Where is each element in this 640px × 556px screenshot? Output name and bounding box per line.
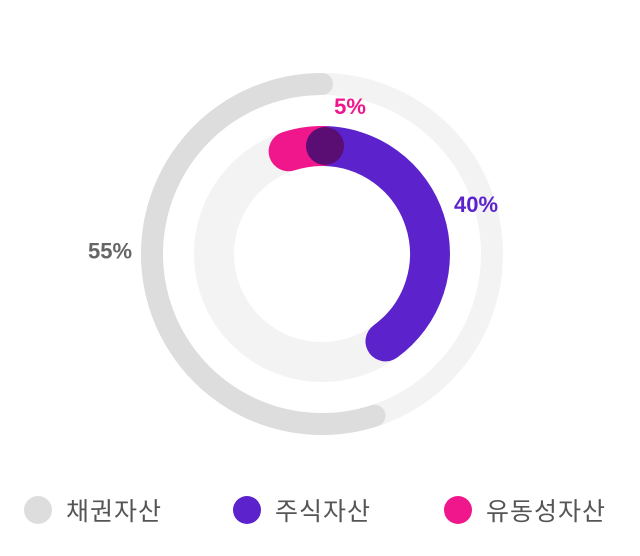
legend-item-stocks: 주식자산 bbox=[233, 488, 371, 532]
slice-stocks bbox=[302, 126, 450, 362]
allocation-donut-chart: 55% 40% 5% bbox=[88, 73, 503, 435]
legend-swatch-liquidity bbox=[444, 496, 472, 524]
chart-legend: 채권자산 주식자산 유동성자산 bbox=[0, 488, 640, 532]
legend-label-stocks: 주식자산 bbox=[275, 497, 372, 526]
legend-swatch-stocks bbox=[233, 496, 261, 524]
legend-swatch-bonds bbox=[24, 496, 52, 524]
legend-label-bonds: 채권자산 bbox=[66, 497, 163, 526]
legend-item-bonds: 채권자산 bbox=[24, 488, 162, 532]
data-label-stocks: 40% bbox=[454, 192, 498, 217]
slice-overlap bbox=[306, 127, 344, 165]
data-label-liquidity: 5% bbox=[334, 94, 366, 119]
legend-label-liquidity: 유동성자산 bbox=[486, 497, 607, 526]
data-label-bonds: 55% bbox=[88, 238, 132, 263]
legend-item-liquidity: 유동성자산 bbox=[444, 488, 606, 532]
slice-bonds bbox=[141, 73, 386, 435]
